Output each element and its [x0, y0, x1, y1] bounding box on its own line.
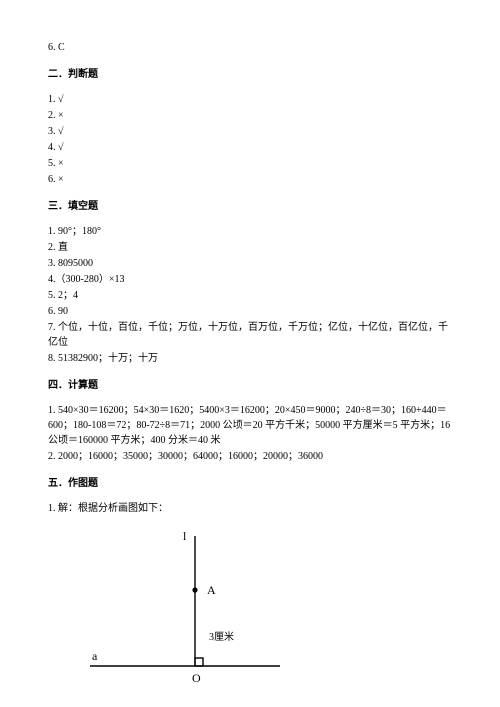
list-item: 7. 个位，十位，百位，千位；万位，十万位，百万位，千万位；亿位，十亿位，百亿位…: [48, 320, 452, 350]
svg-text:l: l: [183, 529, 187, 543]
svg-text:A: A: [207, 583, 216, 597]
svg-text:a: a: [92, 649, 98, 663]
list-item: 1. √: [48, 92, 452, 107]
diagram-svg: l A 3厘米 a O: [90, 528, 310, 698]
list-item: 2. 直: [48, 240, 452, 255]
list-item: 1. 540×30＝16200；54×30＝1620；5400×3＝16200；…: [48, 403, 452, 448]
list-item: 6. ×: [48, 172, 452, 187]
section-2-title: 二．判断题: [48, 67, 452, 82]
list-item: 3. √: [48, 124, 452, 139]
list-item: 8. 51382900；十万；十万: [48, 351, 452, 366]
top-answer: 6. C: [48, 40, 452, 55]
section-5-intro: 1. 解：根据分析画图如下：: [48, 501, 452, 516]
section-4-title: 四．计算题: [48, 378, 452, 393]
svg-text:O: O: [192, 671, 201, 685]
list-item: 5. ×: [48, 156, 452, 171]
svg-text:3厘米: 3厘米: [209, 630, 234, 643]
list-item: 1. 90°；180°: [48, 224, 452, 239]
section-4-items: 1. 540×30＝16200；54×30＝1620；5400×3＝16200；…: [48, 403, 452, 464]
section-2-items: 1. √ 2. × 3. √ 4. √ 5. × 6. ×: [48, 92, 452, 187]
list-item: 6. 90: [48, 304, 452, 319]
section-5-title: 五．作图题: [48, 476, 452, 491]
list-item: 2. ×: [48, 108, 452, 123]
section-3-title: 三．填空题: [48, 199, 452, 214]
list-item: 3. 8095000: [48, 256, 452, 271]
section-3-items: 1. 90°；180° 2. 直 3. 8095000 4.（300-280）×…: [48, 224, 452, 366]
list-item: 5. 2；4: [48, 288, 452, 303]
list-item: 4.（300-280）×13: [48, 272, 452, 287]
list-item: 2. 2000；16000；35000；30000；64000；16000；20…: [48, 449, 452, 464]
list-item: 4. √: [48, 140, 452, 155]
geometry-diagram: l A 3厘米 a O: [90, 528, 452, 698]
